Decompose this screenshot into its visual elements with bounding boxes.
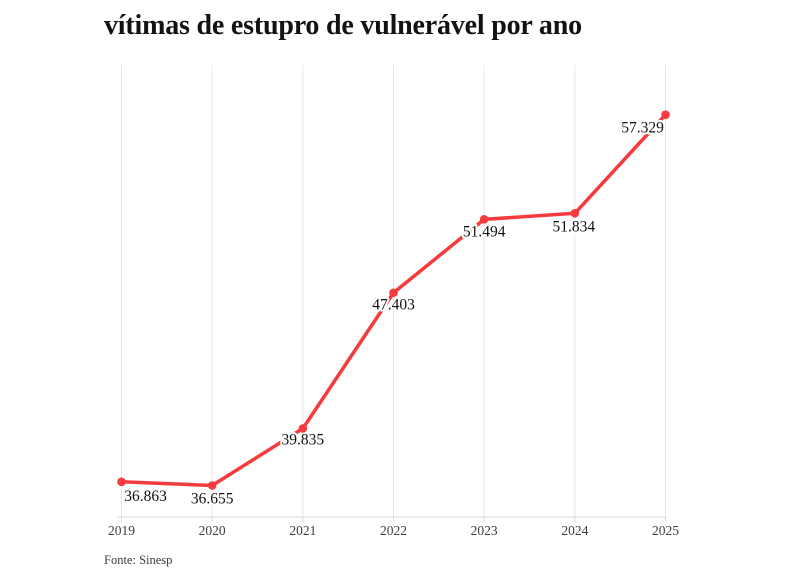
x-axis-label: 2022 xyxy=(380,523,407,538)
x-axis-label: 2025 xyxy=(652,523,679,538)
data-point[interactable] xyxy=(389,288,398,298)
x-axis-label: 2023 xyxy=(471,523,498,538)
point-label: 36.655 xyxy=(191,491,234,508)
x-axis-label: 2019 xyxy=(108,523,135,538)
x-axis-label: 2020 xyxy=(199,523,226,538)
point-label: 36.863 xyxy=(124,488,167,505)
point-label: 57.329 xyxy=(621,120,664,137)
source-note: Fonte: Sinesp xyxy=(104,553,173,567)
point-label: 39.835 xyxy=(282,431,325,448)
point-label: 51.834 xyxy=(553,218,596,235)
data-point[interactable] xyxy=(117,477,126,487)
data-point[interactable] xyxy=(207,481,217,490)
x-axis-label: 2024 xyxy=(561,523,588,538)
data-point[interactable] xyxy=(661,110,670,120)
chart-title: vítimas de estupro de vulnerável por ano xyxy=(104,10,582,41)
data-point[interactable] xyxy=(479,215,489,224)
x-axis-label: 2021 xyxy=(289,523,316,538)
data-point[interactable] xyxy=(570,208,580,218)
point-label: 47.403 xyxy=(372,297,415,314)
data-point[interactable] xyxy=(298,424,308,433)
point-label: 51.494 xyxy=(463,223,506,240)
